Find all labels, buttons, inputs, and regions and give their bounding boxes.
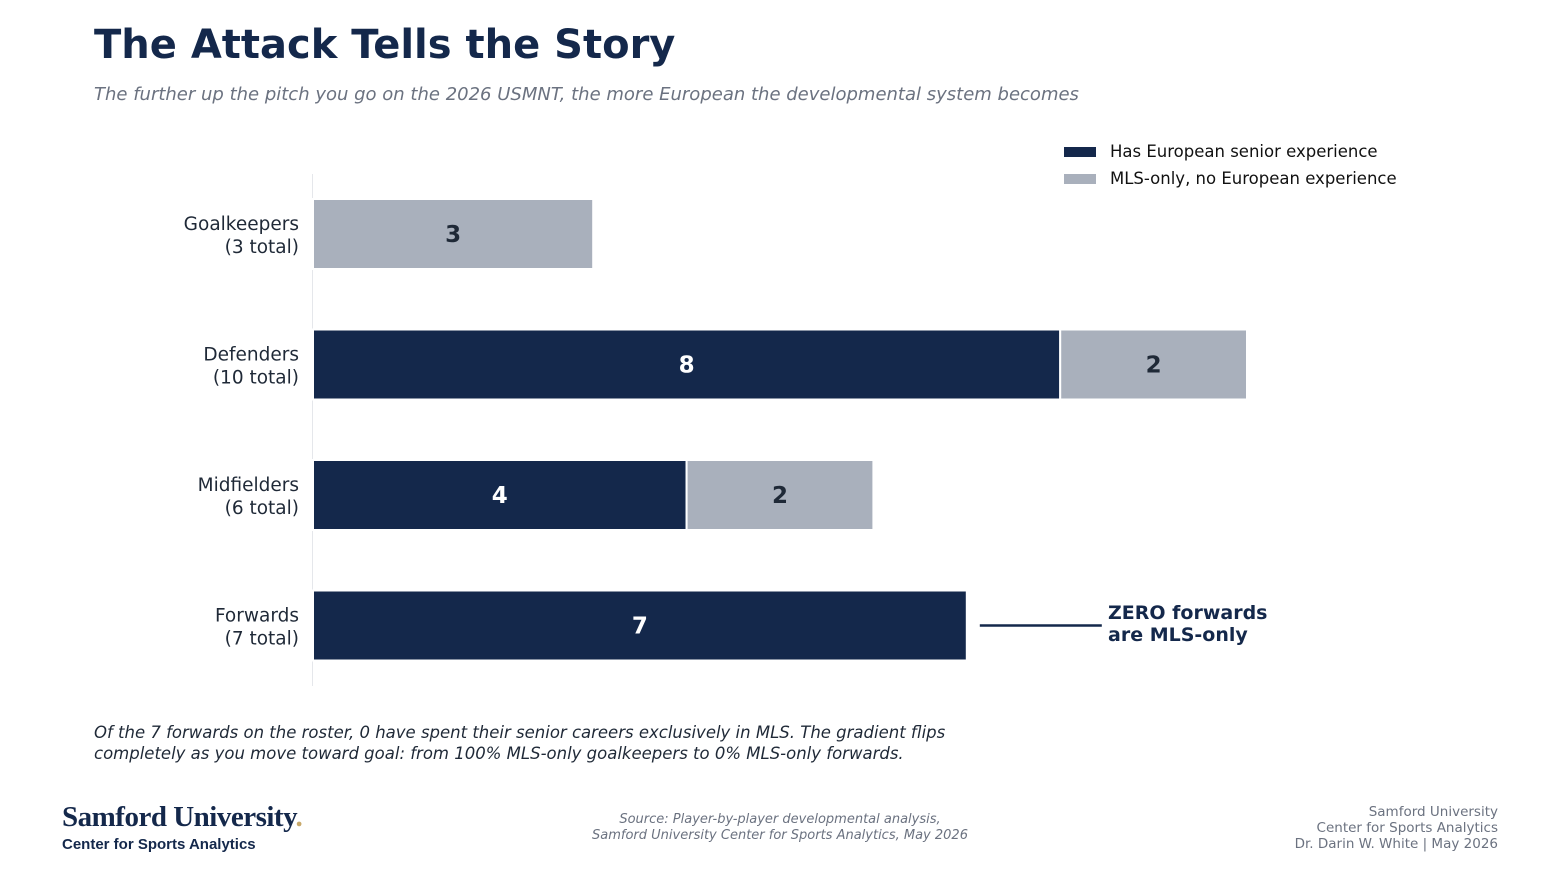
bar-value-label: 8 bbox=[679, 353, 695, 379]
forwards-annotation: ZERO forwards are MLS-only bbox=[1108, 602, 1268, 646]
bar-segment bbox=[312, 198, 595, 270]
samford-logo: Samford University. Center for Sports An… bbox=[62, 801, 303, 853]
annotation-line-1: ZERO forwards bbox=[1108, 602, 1268, 624]
credit-block: Samford University Center for Sports Ana… bbox=[1295, 804, 1498, 852]
credit-line-2: Center for Sports Analytics bbox=[1316, 820, 1498, 836]
category-label: Midfielders bbox=[198, 475, 299, 496]
legend-swatch-european bbox=[1064, 146, 1096, 157]
legend-item-european: Has European senior experience bbox=[1064, 138, 1397, 165]
category-sublabel: (10 total) bbox=[213, 368, 299, 389]
category-label: Forwards bbox=[215, 606, 299, 627]
category-sublabel: (3 total) bbox=[225, 237, 299, 258]
category-label: Goalkeepers bbox=[184, 214, 299, 235]
bar-segment bbox=[685, 459, 875, 531]
logo-dot: . bbox=[295, 801, 303, 833]
bar-value-label: 4 bbox=[492, 483, 508, 509]
legend-swatch-mls-only bbox=[1064, 173, 1096, 184]
legend-label-european: Has European senior experience bbox=[1110, 142, 1378, 161]
source-line-2: Samford University Center for Sports Ana… bbox=[592, 828, 968, 843]
credit-line-3: Dr. Darin W. White | May 2026 bbox=[1294, 836, 1498, 852]
bar-value-label: 2 bbox=[1146, 353, 1162, 379]
annotation-line-2: are MLS-only bbox=[1108, 624, 1248, 646]
source-line-1: Source: Player-by-player developmental a… bbox=[619, 812, 941, 827]
footnote: Of the 7 forwards on the roster, 0 have … bbox=[94, 722, 945, 764]
legend-item-mls-only: MLS-only, no European experience bbox=[1064, 165, 1397, 192]
credit-line-1: Samford University bbox=[1368, 804, 1498, 820]
logo-name-text: Samford University bbox=[62, 801, 296, 833]
logo-wordmark: Samford University. bbox=[62, 801, 303, 834]
bar-value-label: 3 bbox=[445, 222, 461, 248]
logo-subtitle: Center for Sports Analytics bbox=[62, 836, 256, 853]
bar-value-label: 2 bbox=[772, 483, 788, 509]
category-sublabel: (6 total) bbox=[225, 498, 299, 519]
source-note: Source: Player-by-player developmental a… bbox=[592, 812, 968, 844]
footnote-line-1: Of the 7 forwards on the roster, 0 have … bbox=[94, 723, 946, 742]
bar-segment bbox=[312, 459, 688, 531]
chart-subtitle: The further up the pitch you go on the 2… bbox=[94, 84, 1079, 105]
category-sublabel: (7 total) bbox=[225, 629, 299, 650]
bar-segment bbox=[312, 589, 968, 662]
bar-value-label: 7 bbox=[632, 614, 648, 640]
legend-label-mls-only: MLS-only, no European experience bbox=[1110, 169, 1397, 188]
footnote-line-2: completely as you move toward goal: from… bbox=[94, 744, 904, 763]
bar-segment bbox=[1059, 328, 1248, 401]
legend: Has European senior experience MLS-only,… bbox=[1064, 138, 1397, 192]
chart-title: The Attack Tells the Story bbox=[94, 22, 676, 68]
category-label: Defenders bbox=[203, 345, 299, 366]
